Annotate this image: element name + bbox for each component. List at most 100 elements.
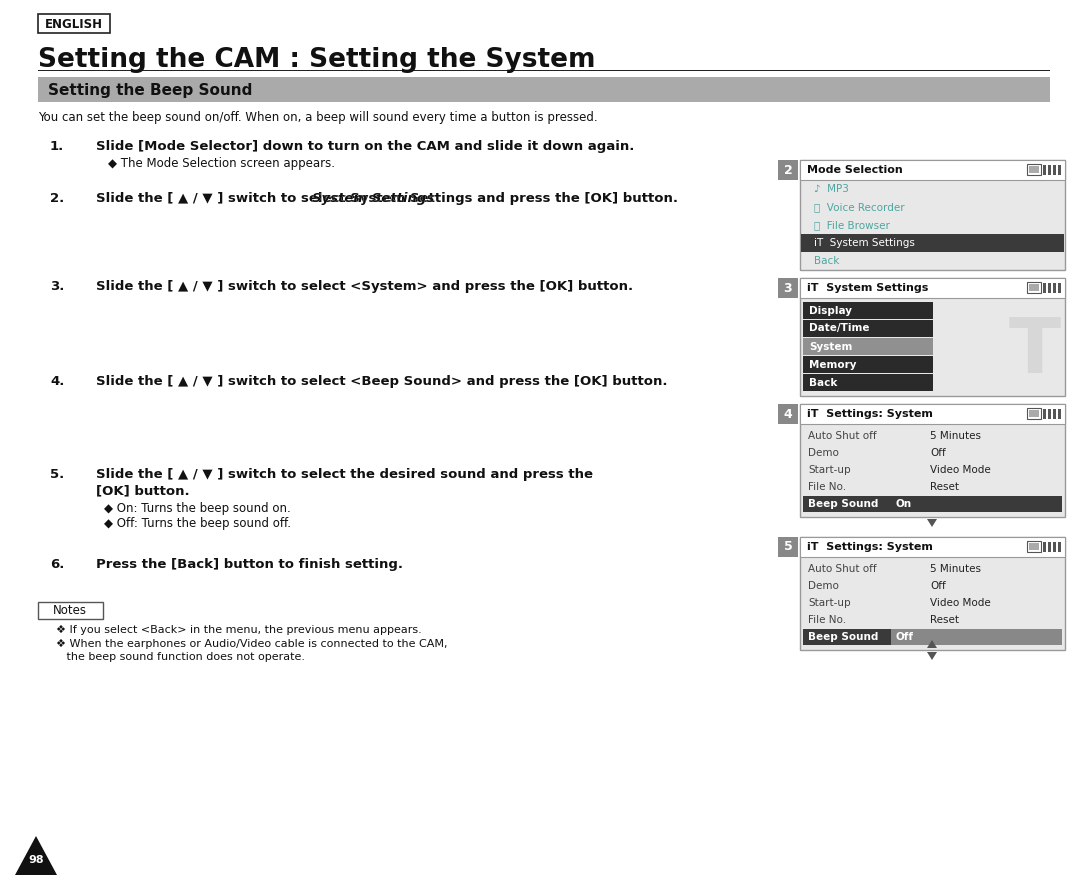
Text: the beep sound function does not operate.: the beep sound function does not operate… xyxy=(56,652,305,662)
Text: Date/Time: Date/Time xyxy=(809,324,869,334)
Text: ◆ On: Turns the beep sound on.: ◆ On: Turns the beep sound on. xyxy=(104,502,291,515)
Bar xyxy=(800,404,1065,517)
Text: Video Mode: Video Mode xyxy=(930,465,990,475)
Text: 3: 3 xyxy=(784,282,793,295)
Text: iT  System Settings: iT System Settings xyxy=(814,238,915,248)
Polygon shape xyxy=(927,652,937,660)
Text: [OK] button.: [OK] button. xyxy=(96,484,190,497)
Bar xyxy=(1027,164,1041,175)
Text: Slide the [ ▲ / ▼ ] switch to select <Beep Sound> and press the [OK] button.: Slide the [ ▲ / ▼ ] switch to select <Be… xyxy=(96,375,667,388)
Text: Start-up: Start-up xyxy=(808,598,851,608)
Text: 98: 98 xyxy=(28,855,44,865)
Bar xyxy=(800,537,1065,557)
Bar xyxy=(1043,165,1047,175)
Text: Beep Sound: Beep Sound xyxy=(808,499,878,509)
Bar xyxy=(1048,409,1051,419)
Text: Slide the [ ▲ / ▼ ] switch to select the desired sound and press the: Slide the [ ▲ / ▼ ] switch to select the… xyxy=(96,468,593,481)
Bar xyxy=(38,77,1050,102)
Text: Off: Off xyxy=(930,448,946,458)
Text: System Settings: System Settings xyxy=(312,192,434,205)
Text: ◆ Off: Turns the beep sound off.: ◆ Off: Turns the beep sound off. xyxy=(104,517,291,530)
Bar xyxy=(804,496,891,512)
Bar xyxy=(778,278,798,298)
Bar xyxy=(778,404,798,424)
Text: Display: Display xyxy=(809,305,852,316)
Text: 4.: 4. xyxy=(50,375,65,388)
Text: System: System xyxy=(809,341,852,351)
Text: 6.: 6. xyxy=(50,558,65,571)
Bar xyxy=(800,278,1065,298)
Bar xyxy=(1058,283,1061,293)
Bar xyxy=(800,537,1065,650)
Text: Off: Off xyxy=(896,632,914,642)
Bar xyxy=(1029,410,1039,417)
Bar xyxy=(800,404,1065,424)
Text: T: T xyxy=(1009,315,1061,389)
Bar xyxy=(801,234,1064,252)
Text: ⑁  Voice Recorder: ⑁ Voice Recorder xyxy=(814,202,905,212)
Bar xyxy=(804,629,891,645)
Polygon shape xyxy=(927,519,937,527)
Text: Video Mode: Video Mode xyxy=(930,598,990,608)
Text: Reset: Reset xyxy=(930,482,959,492)
Bar xyxy=(804,320,933,337)
Bar xyxy=(1027,408,1041,419)
Bar xyxy=(1043,542,1047,552)
Text: iT  Settings: System: iT Settings: System xyxy=(807,409,933,419)
Text: Demo: Demo xyxy=(808,448,839,458)
Text: File No.: File No. xyxy=(808,482,846,492)
Text: Back: Back xyxy=(809,378,837,387)
Bar xyxy=(1053,165,1056,175)
Text: iT  Settings: System: iT Settings: System xyxy=(807,542,933,552)
Text: Notes: Notes xyxy=(53,604,87,617)
Text: Reset: Reset xyxy=(930,615,959,625)
Bar xyxy=(891,629,1062,645)
Text: 5.: 5. xyxy=(50,468,64,481)
Text: ❖ When the earphones or Audio/Video cable is connected to the CAM,: ❖ When the earphones or Audio/Video cabl… xyxy=(56,639,447,649)
Bar xyxy=(1058,165,1061,175)
Bar xyxy=(1053,283,1056,293)
Text: ♪  MP3: ♪ MP3 xyxy=(814,184,849,194)
Bar xyxy=(800,160,1065,270)
Text: 4: 4 xyxy=(784,407,793,421)
Text: iT  System Settings: iT System Settings xyxy=(807,283,929,293)
Text: Back: Back xyxy=(814,256,839,266)
Text: Auto Shut off: Auto Shut off xyxy=(808,431,877,441)
Bar xyxy=(38,70,1050,71)
Text: Mode Selection: Mode Selection xyxy=(807,165,903,175)
Text: Slide [Mode Selector] down to turn on the CAM and slide it down again.: Slide [Mode Selector] down to turn on th… xyxy=(96,140,634,153)
Text: 5 Minutes: 5 Minutes xyxy=(930,431,981,441)
Text: Memory: Memory xyxy=(809,360,856,370)
Text: 5: 5 xyxy=(784,540,793,554)
Bar xyxy=(38,602,103,619)
Text: Setting the CAM : Setting the System: Setting the CAM : Setting the System xyxy=(38,47,595,73)
Text: On: On xyxy=(896,499,913,509)
Bar xyxy=(804,356,933,373)
Bar xyxy=(804,302,933,319)
Bar xyxy=(1043,283,1047,293)
Bar xyxy=(1027,541,1041,552)
Text: ❖ If you select <Back> in the menu, the previous menu appears.: ❖ If you select <Back> in the menu, the … xyxy=(56,625,422,635)
Bar xyxy=(778,537,798,557)
Bar xyxy=(804,374,933,391)
Bar xyxy=(1048,283,1051,293)
Text: Setting the Beep Sound: Setting the Beep Sound xyxy=(48,83,253,98)
Bar xyxy=(1048,542,1051,552)
Bar xyxy=(800,278,1065,396)
Text: Demo: Demo xyxy=(808,581,839,591)
Text: 3.: 3. xyxy=(50,280,65,293)
Text: ␧  File Browser: ␧ File Browser xyxy=(814,220,890,230)
Bar xyxy=(1058,409,1061,419)
Text: Off: Off xyxy=(930,581,946,591)
Bar xyxy=(800,160,1065,180)
Bar xyxy=(1053,409,1056,419)
Bar xyxy=(1058,542,1061,552)
Text: ENGLISH: ENGLISH xyxy=(45,18,103,31)
Text: Slide the [ ▲ / ▼ ] switch to select <System> and press the [OK] button.: Slide the [ ▲ / ▼ ] switch to select <Sy… xyxy=(96,280,633,293)
Text: 2: 2 xyxy=(784,164,793,177)
Text: Slide the [ ▲ / ▼ ] switch to select System Settings and press the [OK] button.: Slide the [ ▲ / ▼ ] switch to select Sys… xyxy=(96,192,678,205)
Polygon shape xyxy=(15,836,57,875)
Text: 1.: 1. xyxy=(50,140,64,153)
Text: Auto Shut off: Auto Shut off xyxy=(808,564,877,574)
Bar xyxy=(891,496,1062,512)
